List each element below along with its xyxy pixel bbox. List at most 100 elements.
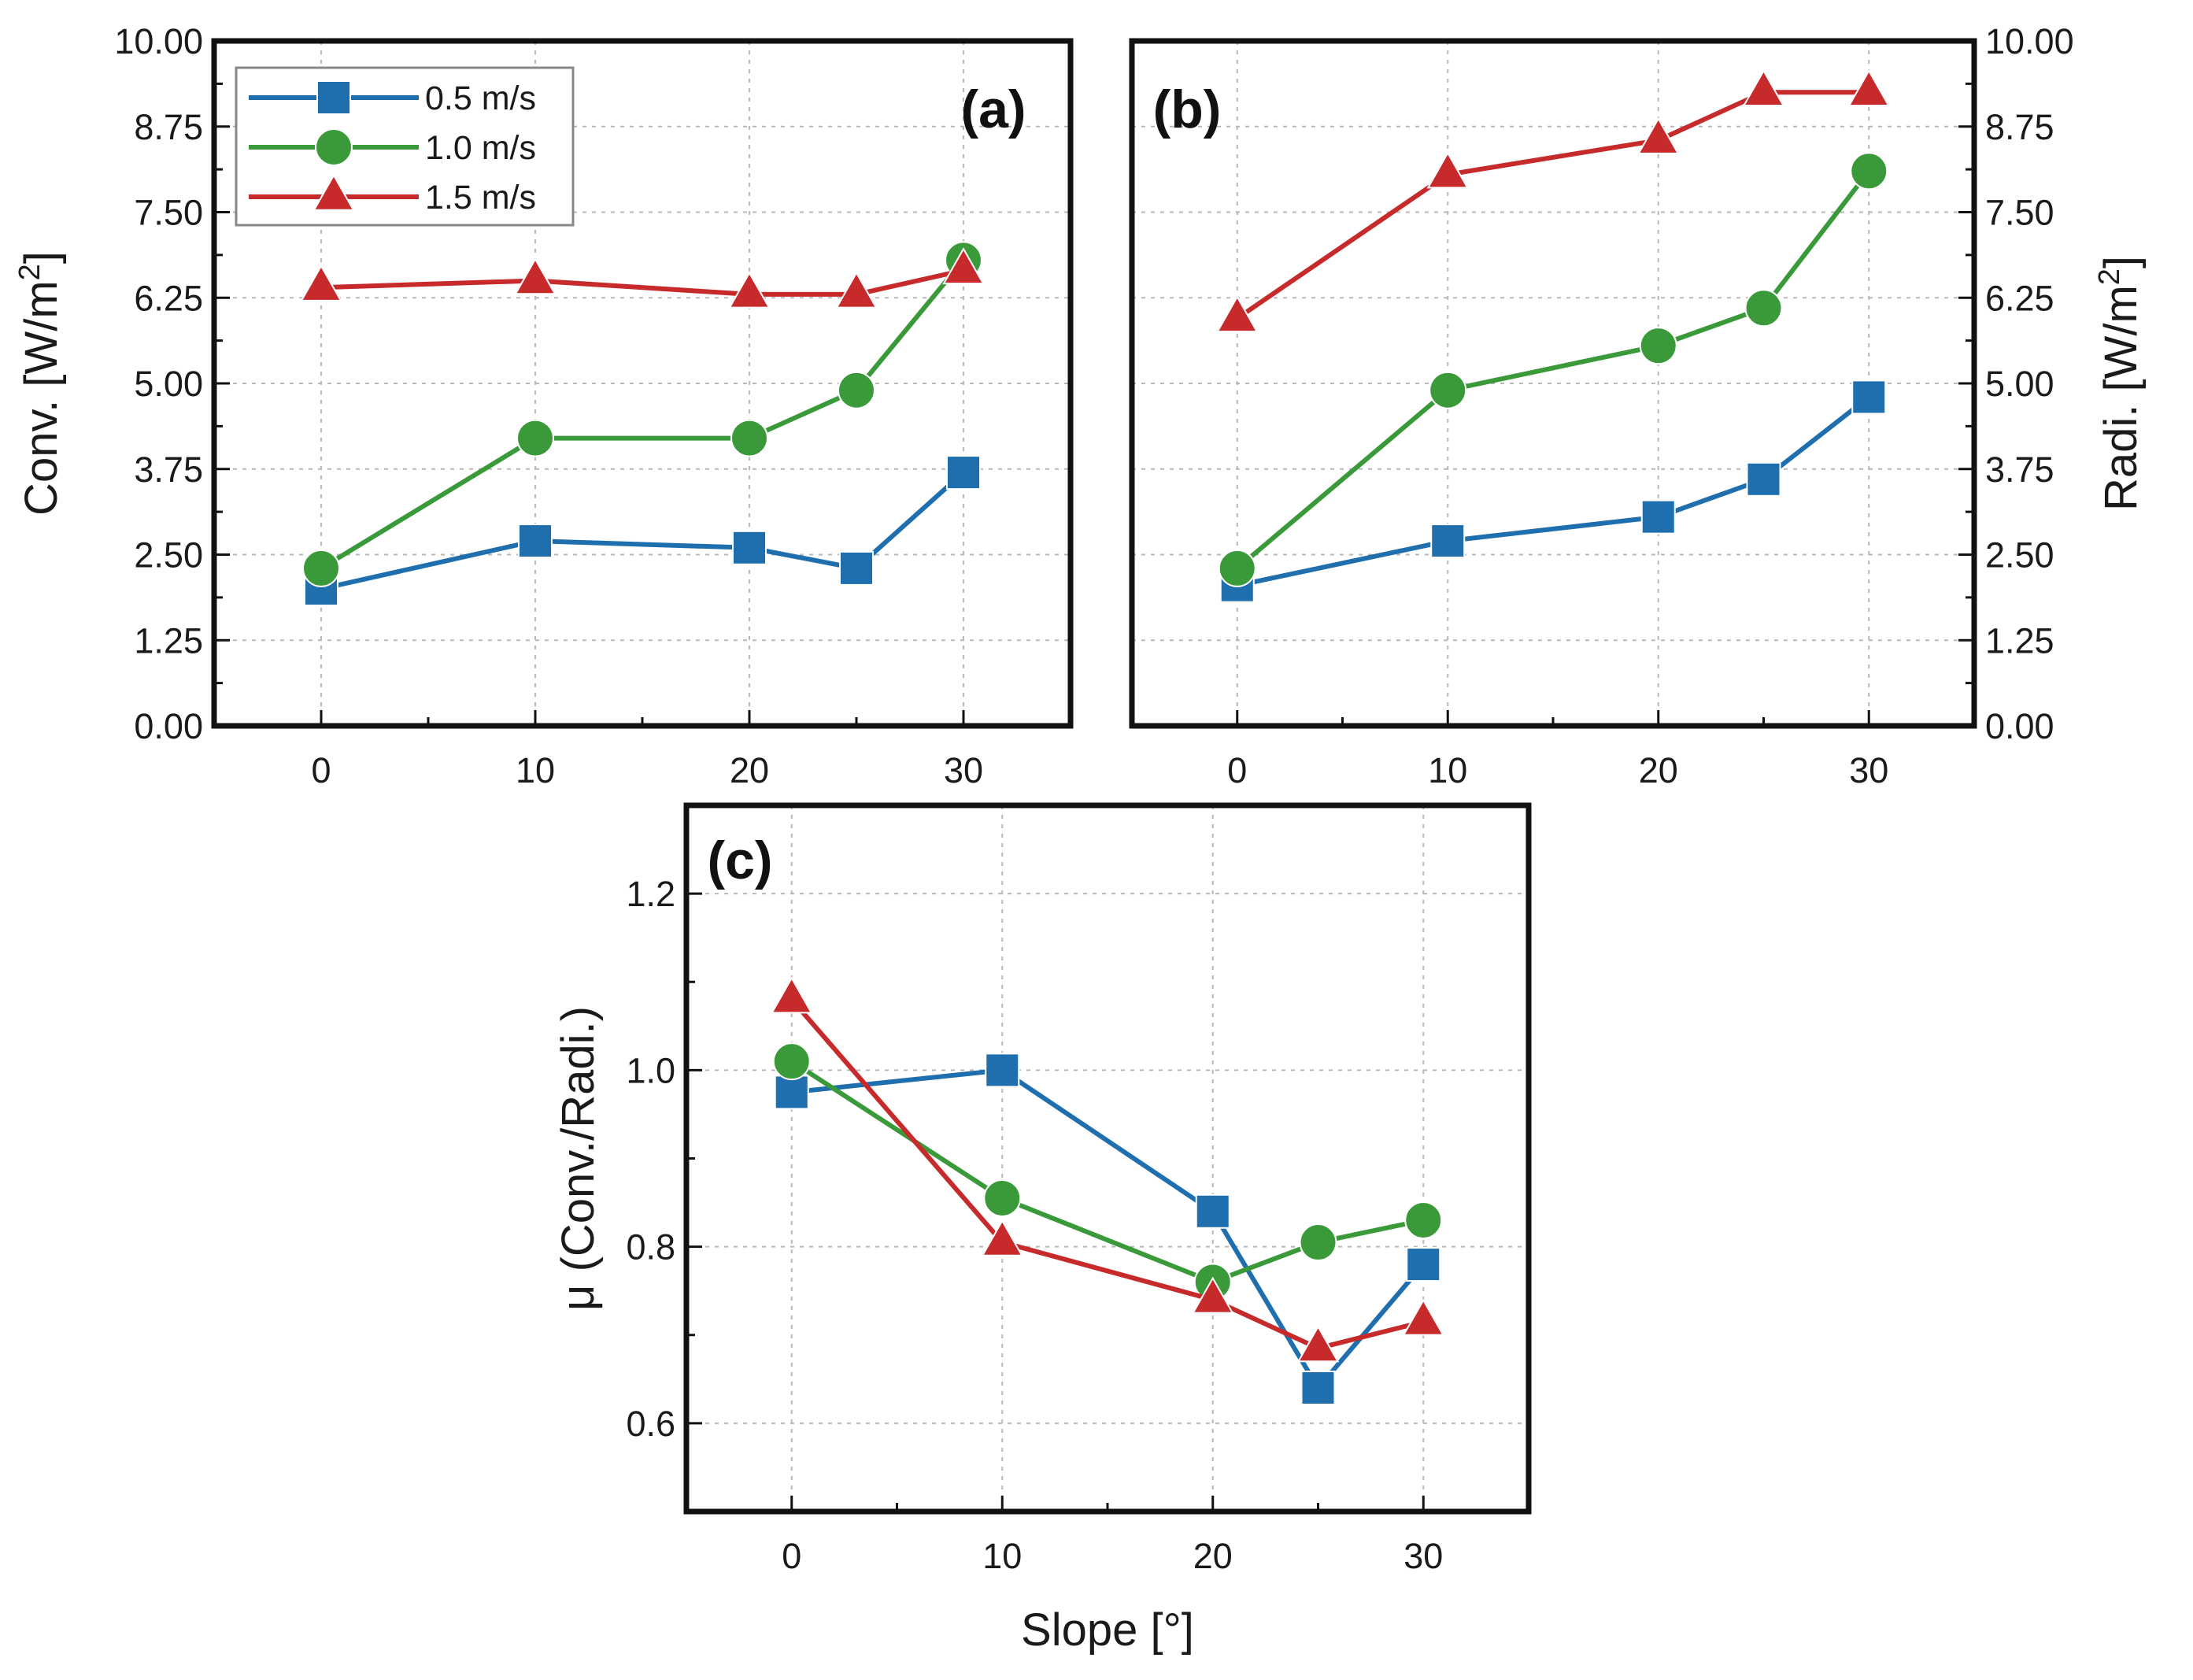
legend-label: 1.0 m/s xyxy=(425,129,536,167)
series-1-0-m-s xyxy=(302,241,982,587)
series-0-5-m-s xyxy=(1219,379,1887,603)
data-point xyxy=(838,371,875,409)
x-tick-label: 10 xyxy=(1428,750,1467,790)
data-point xyxy=(732,530,767,565)
plot-frame xyxy=(1129,38,1977,729)
data-point xyxy=(1426,151,1469,189)
data-point xyxy=(1430,524,1466,559)
x-tick-label: 20 xyxy=(730,750,769,790)
data-point xyxy=(981,1219,1023,1256)
y-axis-title: Conv. [W/m2] xyxy=(13,251,67,516)
series-1-5-m-s xyxy=(1216,68,1890,333)
legend-marker xyxy=(315,128,353,166)
data-point xyxy=(985,1053,1020,1088)
y-tick-label: 1.2 xyxy=(626,874,675,914)
data-point xyxy=(774,1075,809,1110)
x-tick-label: 0 xyxy=(1227,750,1247,790)
chart-panel-c: 0 10 20 30 0.6 0.8 1.0 1.2 μ (Conv./Radi.) Slope … xyxy=(553,802,1532,1656)
data-point xyxy=(1192,1276,1234,1314)
data-point xyxy=(1216,295,1259,333)
data-point xyxy=(771,976,813,1014)
x-tick-label: 10 xyxy=(516,750,555,790)
y-tick-label: 1.0 xyxy=(626,1050,675,1090)
data-point xyxy=(1404,1201,1443,1239)
data-point xyxy=(302,549,340,587)
y-tick-label: 3.75 xyxy=(134,450,203,490)
series-1-0-m-s xyxy=(1218,152,1888,587)
data-point xyxy=(1402,1298,1444,1336)
data-point xyxy=(1296,1325,1340,1363)
data-point xyxy=(839,550,874,586)
plot-frame xyxy=(211,38,1074,729)
data-point xyxy=(516,419,554,457)
y-tick-label: 7.50 xyxy=(134,193,203,233)
data-point xyxy=(1744,289,1783,327)
legend-label: 0.5 m/s xyxy=(425,80,536,117)
data-point xyxy=(772,1042,811,1081)
data-point xyxy=(1639,327,1677,365)
y-tick-label: 0.6 xyxy=(626,1404,675,1444)
y-tick-label: 0.8 xyxy=(626,1227,675,1267)
data-point xyxy=(1406,1247,1441,1282)
y-tick-label: 10.00 xyxy=(1985,21,2074,61)
data-point xyxy=(514,257,557,295)
series-line xyxy=(1235,169,1871,571)
y-tick-label: 1.25 xyxy=(1985,620,2054,661)
legend-label: 1.5 m/s xyxy=(425,179,536,216)
data-point xyxy=(1847,68,1890,106)
series-1-5-m-s xyxy=(300,247,985,309)
x-tick-label: 20 xyxy=(1639,750,1678,790)
legend-marker xyxy=(312,173,355,211)
y-tick-label: 5.00 xyxy=(134,364,203,404)
series-1-5-m-s xyxy=(771,976,1444,1363)
data-point xyxy=(518,524,553,559)
y-tick-label: 5.00 xyxy=(1985,364,2054,404)
x-tick-label: 30 xyxy=(944,750,983,790)
data-point xyxy=(1742,68,1785,106)
chart-panel-b: 0 10 20 30 0.00 1.25 2.50 3.75 5.00 6.25 7.50 8.75 1… xyxy=(1129,21,2147,790)
data-point xyxy=(728,271,771,309)
x-tick-label: 30 xyxy=(1403,1536,1443,1576)
panel-label: (a) xyxy=(960,80,1026,139)
y-axis-title: μ (Conv./Radi.) xyxy=(553,1006,604,1311)
y-tick-label: 2.50 xyxy=(1985,535,2054,575)
y-tick-label: 8.75 xyxy=(134,107,203,147)
x-tick-label: 0 xyxy=(311,750,331,790)
panel-label: (c) xyxy=(707,831,772,890)
data-point xyxy=(942,247,985,285)
y-axis-title: Radi. [W/m2] xyxy=(2093,256,2147,511)
data-point xyxy=(1300,1371,1336,1406)
y-tick-label: 2.50 xyxy=(134,535,203,575)
data-point xyxy=(835,271,878,309)
y-tick-label: 7.50 xyxy=(1985,193,2054,233)
x-axis-title: Slope [°] xyxy=(1021,1604,1194,1656)
data-point xyxy=(1637,117,1680,154)
y-tick-label: 3.75 xyxy=(1985,450,2054,490)
chart-panel-a: 0 10 20 30 0.00 1.25 2.50 3.75 5.00 6.25 7.50 8.75 1… xyxy=(13,21,1074,790)
data-point xyxy=(1851,379,1887,415)
y-tick-label: 6.25 xyxy=(134,278,203,318)
series-line xyxy=(790,997,1424,1351)
data-point xyxy=(1746,461,1781,497)
data-point xyxy=(1218,549,1256,587)
x-tick-label: 30 xyxy=(1849,750,1888,790)
plot-frame xyxy=(683,802,1532,1515)
y-tick-label: 8.75 xyxy=(1985,107,2054,147)
data-point xyxy=(983,1179,1022,1217)
data-point xyxy=(300,264,342,302)
data-point xyxy=(1640,499,1676,535)
legend-marker xyxy=(316,80,351,115)
y-tick-label: 6.25 xyxy=(1985,278,2054,318)
data-point xyxy=(1299,1223,1337,1262)
x-tick-label: 0 xyxy=(782,1536,801,1576)
data-point xyxy=(1850,152,1888,191)
y-tick-label: 10.00 xyxy=(114,21,203,61)
x-tick-label: 10 xyxy=(982,1536,1022,1576)
y-tick-label: 1.25 xyxy=(134,620,203,661)
panel-label: (b) xyxy=(1153,80,1222,139)
legend: 0.5 m/s 1.0 m/s 1.5 m/s xyxy=(235,66,575,227)
x-tick-label: 20 xyxy=(1193,1536,1233,1576)
series-0-5-m-s xyxy=(304,455,981,606)
data-point xyxy=(730,419,768,457)
